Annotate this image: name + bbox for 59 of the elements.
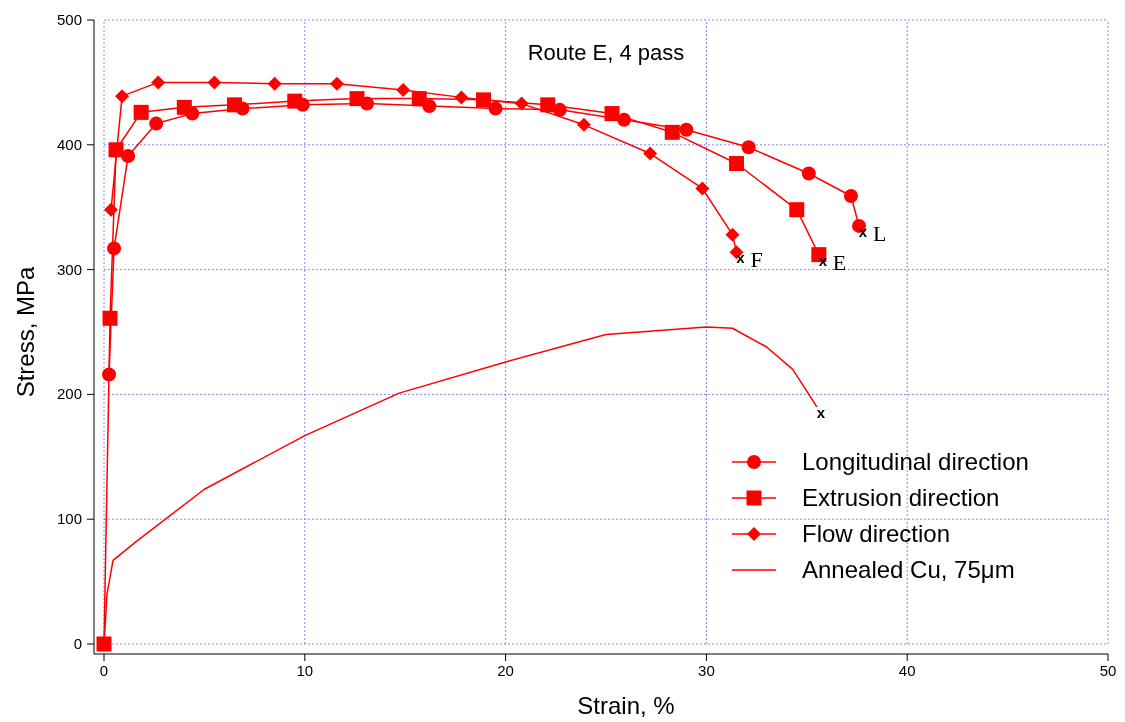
point xyxy=(287,93,303,109)
x-tick-label: 0 xyxy=(99,662,109,679)
x-tick-label: 50 xyxy=(1099,662,1117,679)
point xyxy=(729,156,745,172)
point xyxy=(115,89,130,104)
point xyxy=(725,227,740,242)
point xyxy=(741,140,756,155)
point xyxy=(349,91,365,107)
point xyxy=(789,202,805,218)
point xyxy=(96,636,112,652)
annotation: E xyxy=(832,249,847,275)
y-tick-label: 400 xyxy=(56,135,82,153)
point xyxy=(267,76,282,91)
point xyxy=(576,117,591,132)
point xyxy=(227,97,243,113)
legend-label: Flow direction xyxy=(802,520,951,547)
point xyxy=(695,181,710,196)
point xyxy=(540,97,556,113)
x-tick-label: 30 xyxy=(698,662,715,679)
point xyxy=(411,91,427,107)
point xyxy=(664,124,680,140)
point xyxy=(454,90,469,105)
point xyxy=(843,188,858,203)
y-axis-title: Stress, MPa xyxy=(12,266,39,398)
y-tick-label: 300 xyxy=(56,260,82,278)
point xyxy=(104,202,119,217)
legend-label: Annealed Cu, 75μm xyxy=(802,556,1015,583)
x-tick-label: 20 xyxy=(497,662,514,679)
point xyxy=(643,146,658,161)
y-tick-label: 200 xyxy=(56,385,82,403)
point xyxy=(149,116,164,131)
point xyxy=(329,76,344,91)
point xyxy=(151,75,166,90)
text: Route E, 4 pass xyxy=(527,40,685,65)
annotation: F xyxy=(750,247,763,273)
legend-label: Longitudinal direction xyxy=(802,448,1029,475)
point xyxy=(121,149,136,164)
annotation: L xyxy=(873,220,887,246)
point xyxy=(396,82,411,97)
point xyxy=(107,241,122,256)
point xyxy=(604,106,620,122)
x-axis-title: Strain, % xyxy=(577,692,675,719)
point xyxy=(176,99,192,115)
legend-label: Extrusion direction xyxy=(802,484,1000,511)
point xyxy=(133,104,149,120)
point xyxy=(514,96,529,111)
y-tick-label: 0 xyxy=(73,635,82,652)
annotation: x xyxy=(816,403,826,421)
point xyxy=(488,101,503,116)
y-tick-label: 100 xyxy=(56,510,82,528)
x-tick-label: 40 xyxy=(898,662,916,679)
point xyxy=(801,166,816,181)
point xyxy=(102,310,118,326)
y-tick-label: 500 xyxy=(56,11,82,28)
point xyxy=(207,75,222,90)
point xyxy=(108,142,124,158)
annotation: x xyxy=(736,249,746,267)
x-tick-label: 10 xyxy=(296,662,314,679)
point xyxy=(679,122,694,137)
